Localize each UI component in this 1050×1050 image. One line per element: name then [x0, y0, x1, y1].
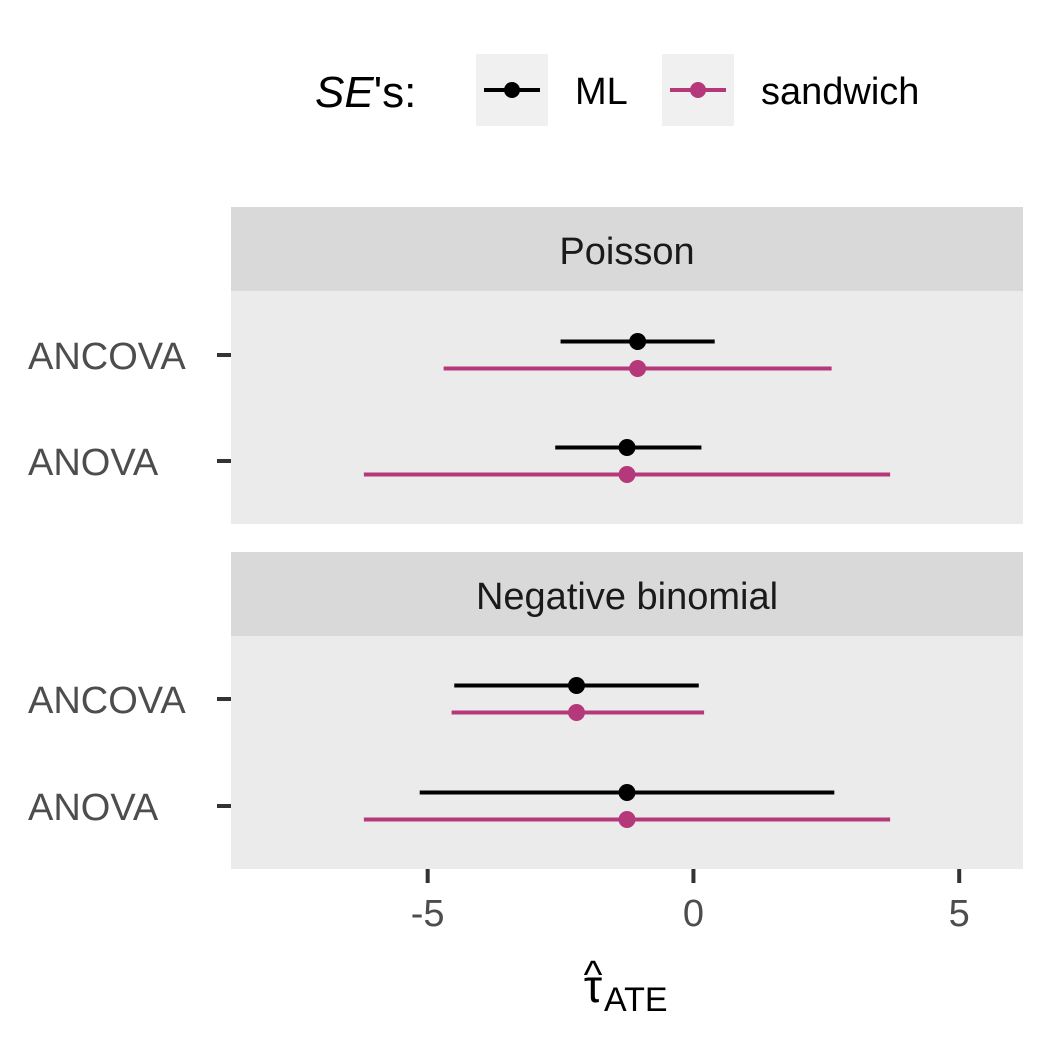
estimate-point-ml [629, 333, 646, 350]
y-tick-label: ANOVA [28, 442, 159, 484]
panel-title: Negative binomial [476, 576, 778, 618]
x-tick-label: -5 [411, 893, 445, 935]
x-axis-label-symbol: τ [584, 960, 602, 1012]
estimate-point-ml [619, 439, 636, 456]
legend: SE's: ML sandwich [315, 54, 919, 126]
estimate-point-ml [568, 677, 585, 694]
panel-title: Poisson [559, 231, 694, 273]
legend-entry-ml: ML [476, 54, 628, 126]
x-tick-label: 0 [683, 893, 704, 935]
estimate-point-sandwich [619, 811, 636, 828]
x-axis: -5 0 5 [411, 869, 970, 935]
y-tick-label: ANCOVA [28, 336, 186, 378]
y-tick-label: ANCOVA [28, 680, 186, 722]
legend-entry-sandwich: sandwich [662, 54, 919, 126]
estimate-point-sandwich [568, 704, 585, 721]
panel-negative-binomial: Negative binomial ANCOVA ANOVA [28, 552, 1023, 869]
estimate-point-sandwich [629, 360, 646, 377]
panel-background [231, 636, 1023, 869]
legend-title-variable: SE [315, 68, 374, 117]
y-axis: ANCOVA ANOVA [28, 680, 231, 829]
panel-background [231, 291, 1023, 524]
legend-label-ml: ML [575, 71, 628, 113]
x-tick-label: 5 [949, 893, 970, 935]
y-axis: ANCOVA ANOVA [28, 336, 231, 484]
legend-key-sandwich-point [690, 82, 706, 98]
legend-title-suffix: 's: [374, 68, 417, 117]
panel-poisson: Poisson ANCOVA ANOVA [28, 207, 1023, 524]
legend-key-ml-point [504, 82, 520, 98]
x-axis-label-subscript: ATE [604, 981, 668, 1019]
y-tick-label: ANOVA [28, 787, 159, 829]
legend-title: SE's: [315, 68, 416, 117]
estimate-point-ml [619, 784, 636, 801]
legend-label-sandwich: sandwich [761, 71, 919, 113]
estimate-point-sandwich [619, 466, 636, 483]
x-axis-label: ^ τ ATE [584, 953, 668, 1019]
